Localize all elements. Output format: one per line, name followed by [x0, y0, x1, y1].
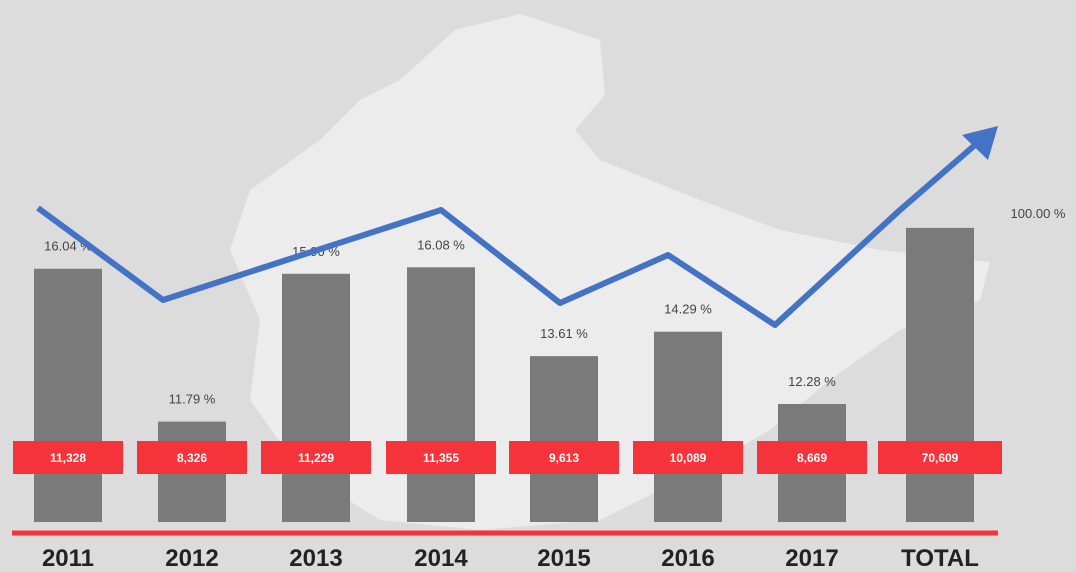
value-label: 14.29 %: [664, 302, 712, 317]
x-tick-label: 2015: [537, 545, 590, 572]
x-tick-label: 2011: [42, 545, 94, 572]
bar: [654, 331, 722, 522]
x-tick-label: 2012: [165, 545, 218, 572]
count-box: [13, 441, 123, 474]
value-label: 100.00 %: [1011, 206, 1066, 221]
count-label: 8,326: [177, 451, 207, 465]
bar: [906, 227, 974, 522]
trend-arrow: [962, 126, 998, 160]
count-box: [878, 441, 1002, 474]
count-label: 70,609: [922, 451, 959, 465]
count-box: [386, 441, 496, 474]
bar: [530, 356, 598, 522]
bar: [282, 273, 350, 522]
count-box: [261, 441, 371, 474]
x-tick-label: 2014: [414, 545, 468, 572]
value-label: 11.79 %: [169, 392, 216, 407]
count-box: [509, 441, 619, 474]
bar: [34, 268, 102, 522]
bar: [407, 267, 475, 522]
count-box: [137, 441, 247, 474]
x-tick-label: 2016: [661, 545, 714, 572]
x-tick-label: TOTAL: [901, 545, 979, 572]
count-label: 8,669: [797, 451, 827, 465]
count-label: 11,328: [50, 451, 86, 465]
count-label: 10,089: [670, 451, 707, 465]
count-label: 11,355: [423, 451, 459, 465]
x-tick-label: 2013: [289, 545, 342, 572]
count-box: [757, 441, 867, 474]
count-label: 9,613: [549, 451, 579, 465]
trend-line: [36, 142, 977, 328]
count-box: [633, 441, 743, 474]
value-label: 12.28 %: [788, 374, 836, 389]
x-tick-label: 2017: [785, 545, 838, 572]
value-label: 13.61 %: [540, 326, 588, 341]
value-label: 16.08 %: [417, 237, 465, 252]
count-label: 11,229: [298, 451, 334, 465]
